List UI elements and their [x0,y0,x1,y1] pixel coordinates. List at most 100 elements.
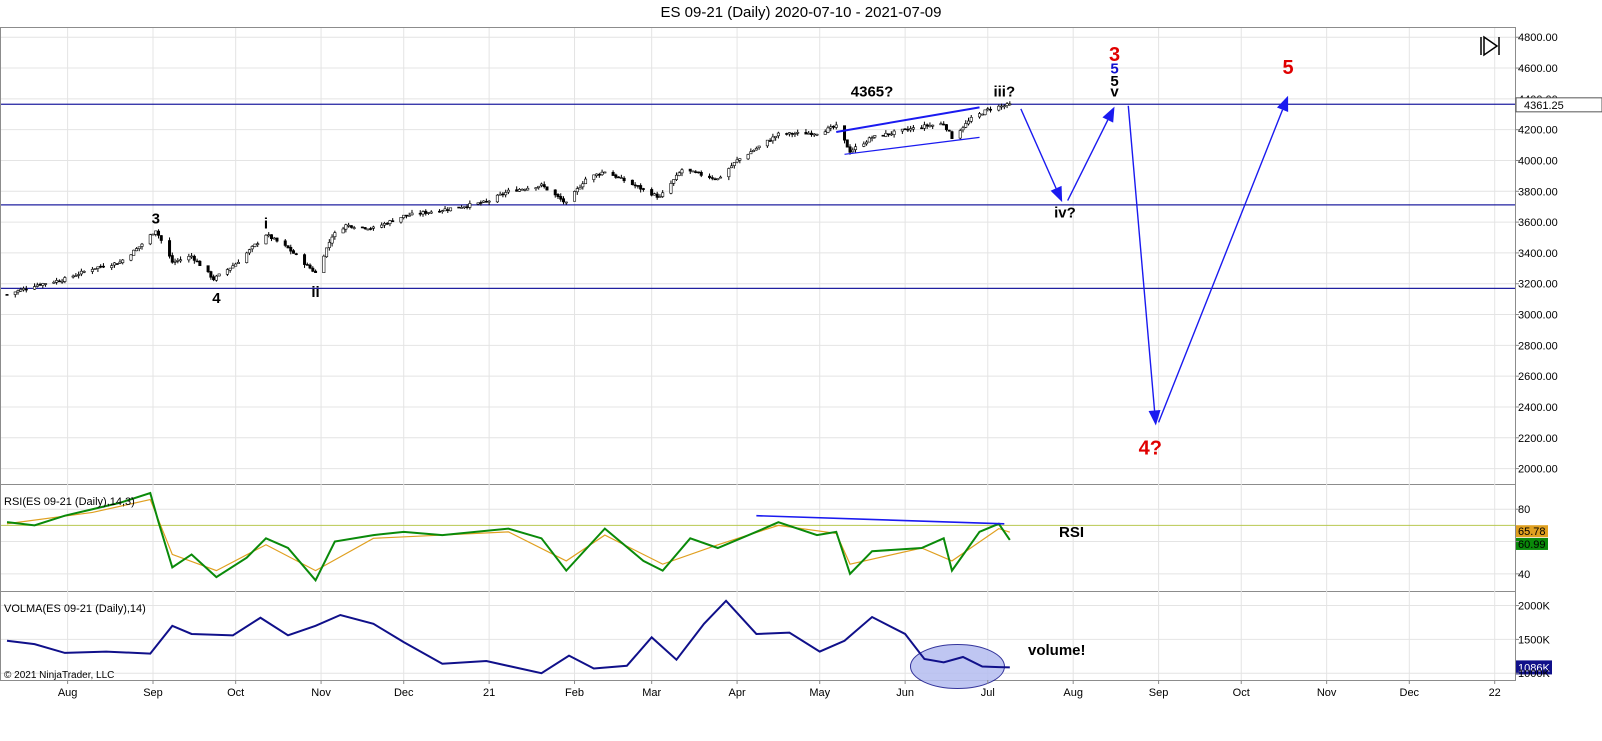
candle-body [611,172,615,176]
candle-body [443,208,447,212]
candle-body [421,211,425,215]
candle-body [322,255,326,273]
rsi-value-box [1516,537,1548,550]
candle-body [867,137,871,143]
volma-line [6,599,1010,675]
candle-body [881,134,885,137]
candle-body [597,173,601,176]
price-y-tick-label: 2600.00 [1518,371,1558,383]
candle-body [922,124,926,129]
candle-body [96,266,100,269]
candle-body [1008,103,1012,106]
x-tick-label: Nov [1317,687,1337,699]
rsi-signal-line [6,498,1011,572]
candle-body [410,212,414,216]
wave-label: iii? [993,84,1015,101]
candle-body [192,255,196,261]
last-price-box [1515,97,1602,113]
candle-body [195,260,199,263]
candle-body [559,196,563,200]
candle-body [603,171,607,174]
candle-body [669,183,673,194]
candle-body [129,254,133,261]
candle-body [272,237,276,240]
x-tick-label: Mar [642,687,661,699]
candle-body [815,133,819,136]
candle-body [190,255,194,258]
price-y-tick-label: 3400.00 [1518,248,1558,260]
candle-body [250,246,254,250]
candle-body [269,234,273,239]
x-tick-label: Aug [1063,687,1083,699]
candle-body [680,169,684,174]
candle-body [360,226,364,229]
candle-body [617,176,621,179]
price-trendline [844,136,980,155]
price-y-tick-label: 2000.00 [1518,464,1558,476]
candle-body [639,185,643,190]
candle-body [275,237,279,242]
price-y-tick-label: 3000.00 [1518,310,1558,322]
candle-body [176,259,180,262]
volma-y-tick-label: 1500K [1518,634,1550,646]
candle-body [327,242,331,248]
price-panel-frame [0,27,1516,485]
skip-to-end-icon[interactable] [1480,35,1500,57]
x-tick-label: Apr [729,687,746,699]
candle-body [950,131,954,139]
candle-body [848,146,852,153]
candle-body [93,268,97,270]
candle-body [765,139,769,147]
rsi-line [6,491,1011,583]
x-tick-label: Jun [896,687,914,699]
candle-body [385,223,389,225]
candle-body [333,232,337,238]
candle-body [264,234,268,245]
candle-body [245,252,249,263]
candle-body [330,236,334,244]
candle-body [939,123,943,126]
candle-body [498,193,502,196]
candle-body [652,193,656,196]
price-y-tick-label: 4800.00 [1518,32,1558,44]
last-price-label: 4361.25 [1524,100,1564,112]
candle-body [16,290,20,293]
candle-body [35,284,39,287]
candle-body [595,173,599,176]
candle-body [889,133,893,136]
candle-body [708,175,712,178]
candle-body [134,248,138,252]
wave-label: 5 [1110,73,1118,90]
candle-body [44,283,48,285]
price-y-tick-label: 3600.00 [1518,217,1558,229]
projection-arrow-shaft [1067,119,1109,201]
candle-body [942,123,946,126]
candle-body [101,265,105,268]
candle-body [944,124,948,131]
candle-body [382,223,386,226]
x-tick-label: Aug [58,687,78,699]
candle-body [90,268,94,272]
volma-indicator-title: VOLMA(ES 09-21 (Daily),14) [4,603,146,615]
candle-body [173,260,177,263]
candle-body [118,261,122,264]
rsi-divergence-line [756,514,1005,525]
candle-body [292,250,296,254]
candle-body [168,240,172,257]
wave-label: 4 [212,290,221,307]
candle-body [826,127,830,133]
candle-body [515,189,519,192]
candle-body [214,275,218,281]
candle-body [424,210,428,214]
candle-body [38,283,42,286]
candle-body [997,105,1001,111]
candle-body [843,125,847,141]
candle-body [622,177,626,182]
candle-body [562,198,566,203]
candle-body [854,146,858,150]
candle-body [225,269,229,275]
candle-body [776,132,780,137]
candle-body [752,149,756,152]
